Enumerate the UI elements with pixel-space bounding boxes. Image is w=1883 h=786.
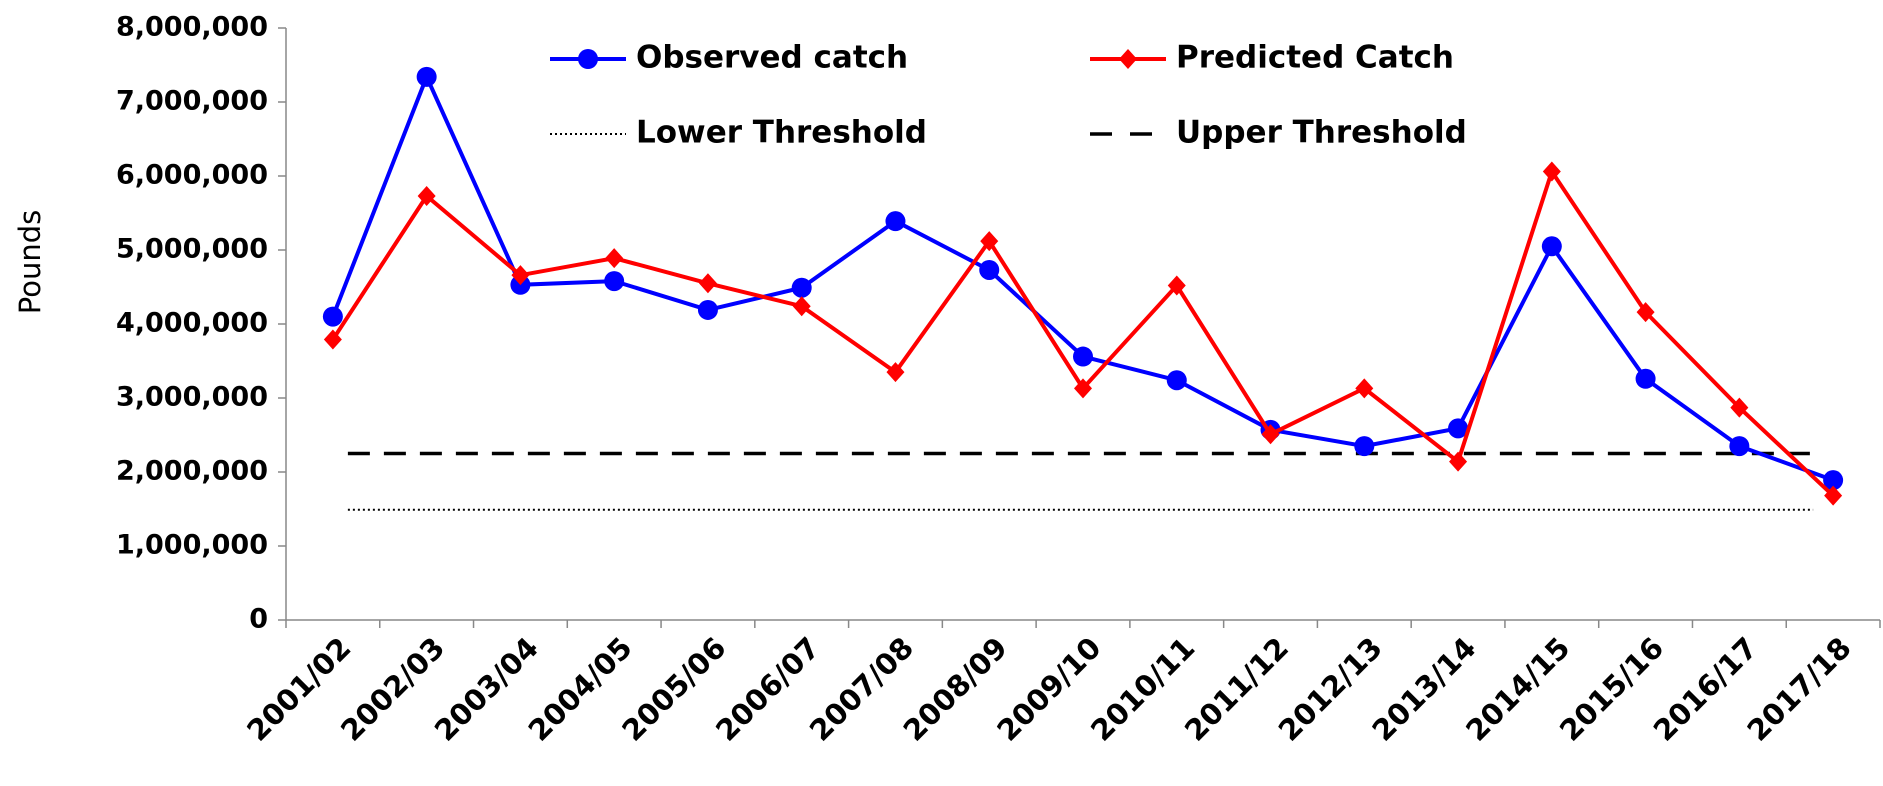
- predicted-marker: [1542, 161, 1561, 182]
- predicted-marker: [323, 329, 342, 350]
- predicted-marker: [792, 296, 811, 317]
- y-tick-label: 1,000,000: [116, 530, 268, 561]
- y-tick-label: 3,000,000: [116, 382, 268, 413]
- predicted-marker: [1355, 378, 1374, 399]
- observed-marker: [1166, 370, 1187, 391]
- observed-marker: [1729, 436, 1750, 457]
- predicted-marker: [1824, 485, 1843, 506]
- legend-marker: [578, 49, 598, 69]
- predicted-marker: [417, 185, 436, 206]
- predicted-marker: [1730, 397, 1749, 418]
- series-line: [331, 167, 1835, 498]
- observed-marker: [604, 271, 625, 292]
- predicted-marker: [1636, 302, 1655, 323]
- observed-marker: [1073, 346, 1093, 367]
- y-tick-label: 7,000,000: [116, 86, 268, 117]
- legend-label: Observed catch: [636, 40, 908, 76]
- observed-marker: [416, 66, 437, 87]
- predicted-marker: [886, 362, 905, 383]
- predicted-marker: [698, 273, 717, 294]
- legend-marker: [1119, 49, 1137, 69]
- y-tick-label: 0: [249, 604, 268, 635]
- observed-marker: [697, 299, 718, 320]
- y-tick-label: 6,000,000: [116, 160, 268, 191]
- observed-marker: [1541, 236, 1562, 257]
- observed-marker: [1354, 436, 1375, 457]
- legend-label: Upper Threshold: [1176, 115, 1467, 151]
- predicted-marker: [980, 231, 999, 252]
- y-tick-label: 4,000,000: [116, 308, 268, 339]
- predicted-marker: [605, 248, 624, 269]
- predicted-marker: [1449, 451, 1468, 472]
- observed-marker: [1823, 470, 1844, 491]
- predicted-marker: [1167, 275, 1186, 296]
- observed-marker: [979, 259, 1000, 280]
- y-tick-label: 2,000,000: [116, 456, 268, 487]
- y-axis-title: Pounds: [13, 210, 47, 314]
- observed-marker: [791, 277, 812, 298]
- observed-marker: [1635, 368, 1656, 389]
- x-tick-label: 2017/18: [1741, 631, 1858, 748]
- series-line: [331, 71, 1834, 483]
- legend-label: Lower Threshold: [636, 115, 927, 151]
- predicted-marker: [1074, 378, 1092, 399]
- predicted-marker: [1261, 424, 1280, 445]
- legend-label: Predicted Catch: [1176, 40, 1454, 76]
- y-tick-label: 5,000,000: [116, 234, 268, 265]
- predicted-marker: [511, 265, 530, 286]
- observed-marker: [885, 211, 906, 232]
- y-tick-label: 8,000,000: [116, 12, 268, 43]
- observed-marker: [1448, 418, 1469, 439]
- observed-marker: [322, 306, 343, 327]
